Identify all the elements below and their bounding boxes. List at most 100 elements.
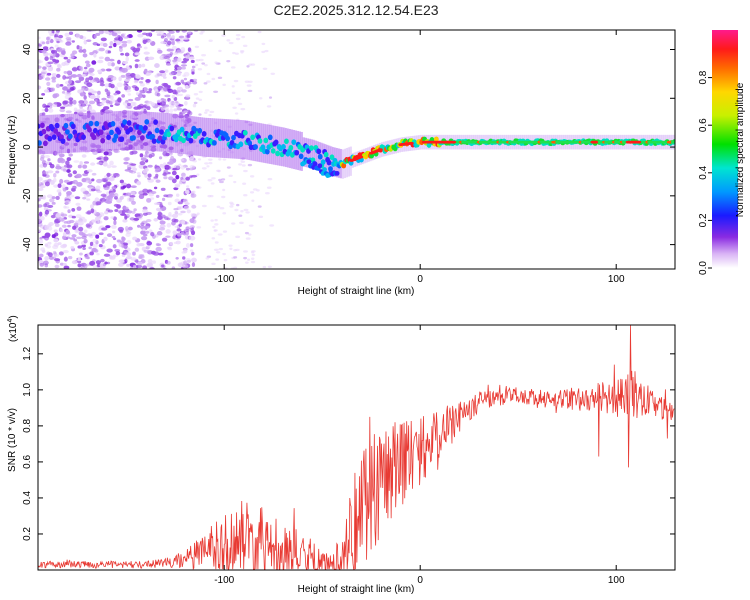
noise-mark [152, 251, 160, 256]
noise-mark [144, 68, 148, 74]
ridge-mark [309, 145, 314, 151]
noise-mark [121, 40, 128, 44]
ridge-mark [197, 127, 203, 134]
ridge-mark [142, 125, 148, 131]
noise-mark [89, 251, 95, 256]
noise-mark [192, 80, 198, 85]
ridge-halo [292, 129, 296, 170]
noise-mark [160, 107, 165, 111]
ridge-core [672, 140, 675, 144]
noise-mark [159, 220, 166, 225]
noise-mark [112, 244, 117, 249]
noise-mark [175, 30, 180, 33]
noise-mark [217, 76, 223, 80]
colorbar-tick-label: 0.4 [698, 165, 709, 179]
noise-mark [91, 178, 95, 182]
figure-title: C2E2.2025.312.12.54.E23 [273, 2, 438, 18]
noise-mark [51, 73, 57, 77]
y-tick-label: 0.6 [22, 455, 33, 469]
noise-mark [83, 39, 88, 45]
ridge-halo [71, 113, 74, 153]
noise-mark [246, 65, 250, 68]
noise-mark [77, 263, 82, 268]
noise-mark [42, 180, 46, 184]
noise-mark [165, 235, 171, 238]
noise-mark [222, 188, 226, 192]
noise-mark [98, 30, 104, 35]
noise-mark [182, 74, 186, 77]
noise-mark [48, 222, 54, 226]
noise-mark [204, 162, 209, 165]
noise-mark [136, 30, 143, 33]
ridge-halo [212, 118, 215, 158]
noise-mark [132, 236, 138, 241]
noise-mark [130, 257, 137, 261]
snr-x-label: Height of straight line (km) [298, 584, 415, 595]
noise-mark [134, 97, 141, 101]
noise-mark [126, 39, 132, 44]
noise-mark [171, 221, 176, 226]
noise-mark [99, 103, 105, 106]
noise-mark [56, 164, 60, 168]
noise-mark [95, 32, 101, 37]
noise-mark [89, 94, 96, 100]
noise-mark [118, 36, 123, 42]
noise-mark [173, 96, 178, 101]
noise-mark [176, 66, 182, 71]
noise-mark [145, 211, 152, 215]
noise-mark [215, 251, 221, 254]
noise-mark [185, 94, 191, 98]
noise-mark [150, 102, 156, 107]
noise-mark [82, 100, 88, 105]
noise-mark [42, 66, 47, 70]
noise-mark [134, 86, 140, 92]
noise-mark [83, 238, 88, 244]
noise-mark [92, 243, 98, 248]
noise-mark [172, 230, 177, 235]
noise-mark [180, 210, 186, 214]
noise-mark [96, 162, 103, 165]
noise-mark [106, 164, 112, 169]
snr-multiplier: (x104) [7, 315, 19, 342]
noise-mark [115, 250, 121, 256]
noise-mark [62, 235, 67, 240]
noise-mark [222, 158, 227, 161]
noise-mark [126, 252, 132, 257]
noise-mark [207, 158, 213, 161]
noise-mark [132, 251, 136, 256]
noise-mark [132, 264, 137, 269]
noise-mark [196, 212, 200, 215]
noise-mark [206, 80, 211, 83]
noise-mark [158, 227, 166, 231]
spectrogram-x-label: Height of straight line (km) [298, 286, 415, 297]
noise-mark [147, 258, 153, 264]
ridge-mark [109, 129, 114, 136]
noise-mark [190, 174, 198, 178]
ridge-halo [51, 114, 55, 154]
ridge-mark [42, 140, 48, 147]
noise-mark [173, 241, 178, 245]
noise-mark [157, 252, 164, 256]
noise-mark [184, 37, 190, 40]
noise-mark [92, 77, 100, 83]
noise-mark [82, 48, 87, 54]
noise-mark [143, 51, 150, 55]
noise-mark [238, 163, 243, 166]
noise-mark [240, 210, 244, 213]
noise-mark [234, 112, 239, 115]
noise-mark [44, 181, 50, 187]
noise-mark [181, 251, 186, 254]
noise-mark [53, 101, 60, 105]
noise-mark [142, 233, 148, 237]
noise-mark [137, 174, 141, 178]
noise-mark [96, 190, 102, 194]
noise-mark [98, 244, 103, 248]
noise-mark [191, 204, 197, 209]
noise-mark [182, 49, 186, 53]
noise-mark [159, 204, 164, 208]
noise-mark [82, 218, 87, 223]
noise-mark [233, 266, 238, 269]
noise-mark [155, 194, 160, 198]
noise-mark [221, 195, 226, 199]
snr-y-ticks: 0.2 0.4 0.6 0.8 1.0 1.2 [22, 346, 675, 541]
